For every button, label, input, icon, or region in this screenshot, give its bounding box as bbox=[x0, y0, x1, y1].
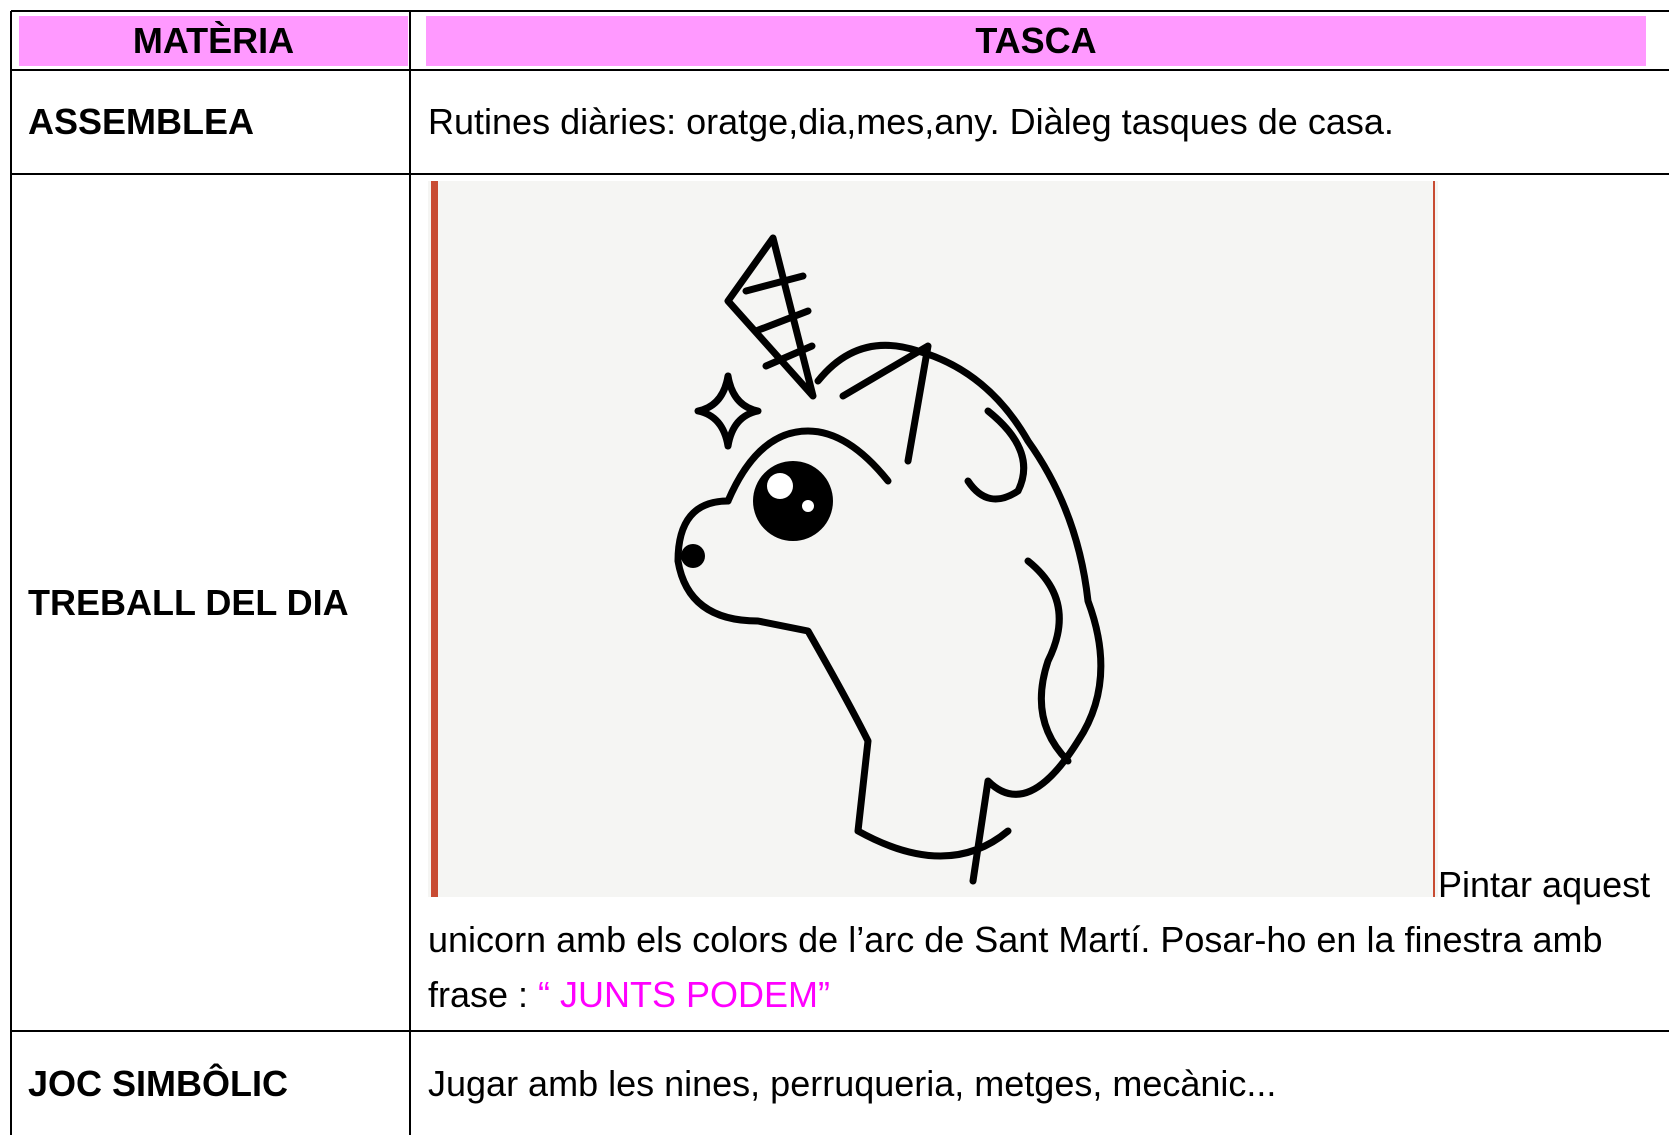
rule bbox=[11, 1030, 1669, 1032]
task: Rutines diàries: oratge,dia,mes,any. Dià… bbox=[428, 101, 1394, 142]
column-header: TASCA bbox=[426, 16, 1646, 66]
rule bbox=[11, 10, 1669, 12]
task: Pintar aquest unicorn amb els colors de … bbox=[428, 181, 1653, 1022]
subject: TREBALL DEL DIA bbox=[28, 582, 349, 623]
rule bbox=[11, 69, 1669, 71]
task: Jugar amb les nines, perruqueria, metges… bbox=[428, 1062, 1277, 1104]
rule bbox=[10, 11, 12, 1135]
rule bbox=[409, 11, 411, 1135]
subject: JOC SIMBÔLIC bbox=[28, 1062, 289, 1104]
unicorn-image bbox=[428, 181, 1438, 897]
rule bbox=[11, 173, 1669, 175]
task-text: Pintar aquest unicorn amb els colors de … bbox=[428, 864, 1651, 1015]
column-header: MATÈRIA bbox=[19, 16, 408, 66]
subject: ASSEMBLEA bbox=[28, 101, 255, 142]
task-highlight: “ JUNTS PODEM” bbox=[538, 974, 831, 1015]
